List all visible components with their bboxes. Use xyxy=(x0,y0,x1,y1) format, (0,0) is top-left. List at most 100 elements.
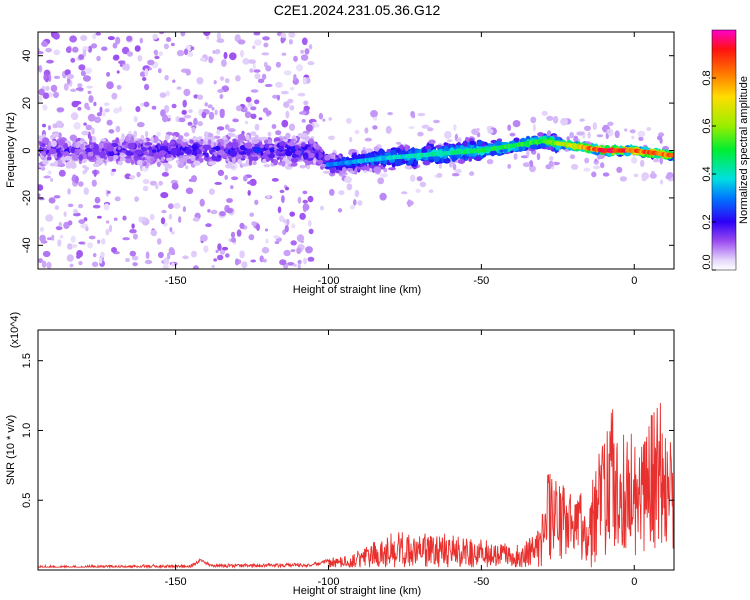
spectrogram-noise-blob xyxy=(416,176,423,182)
spectrogram-noise-blob xyxy=(108,224,113,233)
spectrogram-band-blob xyxy=(168,147,172,152)
spectrogram-band-blob xyxy=(57,139,66,146)
spectrogram-noise-blob xyxy=(273,235,280,239)
spectrogram-noise-blob xyxy=(70,235,76,243)
spectrogram-noise-blob xyxy=(38,51,44,55)
spectrogram-noise-blob xyxy=(253,32,261,36)
spectrogram-noise-blob xyxy=(247,181,252,185)
spectrogram-band-blob xyxy=(86,156,95,160)
spectrogram-noise-blob xyxy=(217,254,224,261)
spectrogram-noise-blob xyxy=(593,165,601,170)
spectrogram-noise-blob xyxy=(266,195,271,199)
spectrogram-band-blob xyxy=(301,142,306,147)
spectrogram-band-blob xyxy=(78,154,84,161)
spectrogram-noise-blob xyxy=(160,192,169,199)
spectrogram-noise-blob xyxy=(45,85,50,91)
spectrogram-noise-blob xyxy=(261,246,270,254)
spectrogram-noise-blob xyxy=(536,152,541,161)
spectrogram-band-blob xyxy=(308,138,314,145)
spectrogram-noise-blob xyxy=(38,88,45,96)
spectrogram-noise-blob xyxy=(453,124,457,131)
spectrogram-noise-blob xyxy=(249,212,254,217)
spectrogram-noise-blob xyxy=(216,129,221,135)
spectrogram-noise-blob xyxy=(106,81,114,90)
spectrogram-noise-blob xyxy=(281,119,289,128)
spectrogram-noise-blob xyxy=(97,215,102,219)
spectrogram-noise-blob xyxy=(247,102,253,108)
spectrogram-noise-blob xyxy=(82,170,87,175)
spectrogram-noise-blob xyxy=(289,86,295,91)
spectrogram-noise-blob xyxy=(105,220,110,224)
spectrogram-noise-blob xyxy=(211,107,215,111)
spectrogram-noise-blob xyxy=(182,255,189,260)
spectrogram-noise-blob xyxy=(295,64,304,72)
spectrogram-band-blob xyxy=(468,156,473,162)
spectrogram-band-blob xyxy=(446,139,453,143)
spectrogram-band-blob xyxy=(158,150,167,156)
spectrogram-noise-blob xyxy=(646,127,652,131)
spectrogram-band-blob xyxy=(81,130,89,136)
spectrogram-noise-blob xyxy=(42,123,46,128)
spectrogram-noise-blob xyxy=(279,259,287,266)
spectrogram-noise-blob xyxy=(509,132,516,137)
spectrogram-noise-blob xyxy=(224,78,230,84)
spectrogram-noise-blob xyxy=(344,176,352,184)
spectrogram-noise-blob xyxy=(83,217,88,222)
spectrogram-noise-blob xyxy=(48,197,56,204)
spectrogram-noise-blob xyxy=(125,257,130,263)
spectrogram-band-blob xyxy=(196,149,202,155)
spectrogram-noise-blob xyxy=(56,107,65,113)
spectrogram-noise-blob xyxy=(132,262,138,267)
spectrogram-band-blob xyxy=(100,138,107,142)
spectrogram-noise-blob xyxy=(230,237,237,243)
spectrogram-noise-blob xyxy=(222,246,229,251)
spectrogram-noise-blob xyxy=(111,92,118,100)
spectrogram-noise-blob xyxy=(43,175,51,179)
spectrogram-noise-blob xyxy=(69,263,74,268)
spectrogram-noise-blob xyxy=(163,257,170,266)
spectrogram-noise-blob xyxy=(436,172,443,178)
spectrogram-noise-blob xyxy=(67,188,71,195)
colorbar-tick-label: 0.4 xyxy=(701,166,713,181)
spectrogram-noise-blob xyxy=(160,217,166,225)
spectrogram-noise-blob xyxy=(304,48,310,55)
spectrogram-noise-blob xyxy=(164,74,169,81)
spectrogram-band-blob xyxy=(178,157,186,164)
spectrogram-noise-blob xyxy=(226,198,233,203)
spectrogram-band-blob xyxy=(49,148,57,155)
colorbar-tick-label: 0.2 xyxy=(701,214,713,229)
spectrogram-band-blob xyxy=(289,140,295,147)
spectrogram-noise-blob xyxy=(659,157,663,165)
spectrogram-noise-blob xyxy=(285,186,289,191)
spectrogram-noise-blob xyxy=(265,228,268,232)
spectrogram-band-blob xyxy=(360,149,367,156)
spectrogram-band-blob xyxy=(75,141,81,148)
spectrogram-noise-blob xyxy=(199,57,206,62)
spectrogram-noise-blob xyxy=(38,258,43,264)
spectrogram-noise-blob xyxy=(78,203,84,209)
y-tick-label: 20 xyxy=(21,97,33,109)
spectrogram-noise-blob xyxy=(183,114,192,119)
spectrogram-noise-blob xyxy=(171,42,175,47)
spectrogram-noise-blob xyxy=(207,209,211,213)
spectrogram-noise-blob xyxy=(52,32,60,40)
spectrogram-noise-blob xyxy=(93,169,97,177)
spectrogram-noise-blob xyxy=(135,106,141,113)
spectrogram-noise-blob xyxy=(417,131,424,137)
spectrogram-noise-blob xyxy=(126,35,133,42)
spectrogram-noise-blob xyxy=(92,253,97,258)
spectrogram-band-blob xyxy=(386,161,392,166)
spectrogram-band-blob xyxy=(156,154,164,158)
spectrogram-noise-blob xyxy=(139,71,146,77)
spectrogram-noise-blob xyxy=(206,36,210,40)
spectrogram-band-blob xyxy=(90,143,94,149)
spectrogram-band-blob xyxy=(183,132,190,137)
spectrogram-noise-blob xyxy=(118,60,125,65)
spectrogram-noise-blob xyxy=(299,212,306,220)
spectrogram-band-blob xyxy=(92,163,100,168)
spectrogram-x-ticks: -150 -100 -50 0 xyxy=(165,32,637,287)
spectrogram-band-blob xyxy=(254,134,259,139)
x-tick-label: -150 xyxy=(165,275,187,287)
spectrogram-band-blob xyxy=(185,165,189,170)
